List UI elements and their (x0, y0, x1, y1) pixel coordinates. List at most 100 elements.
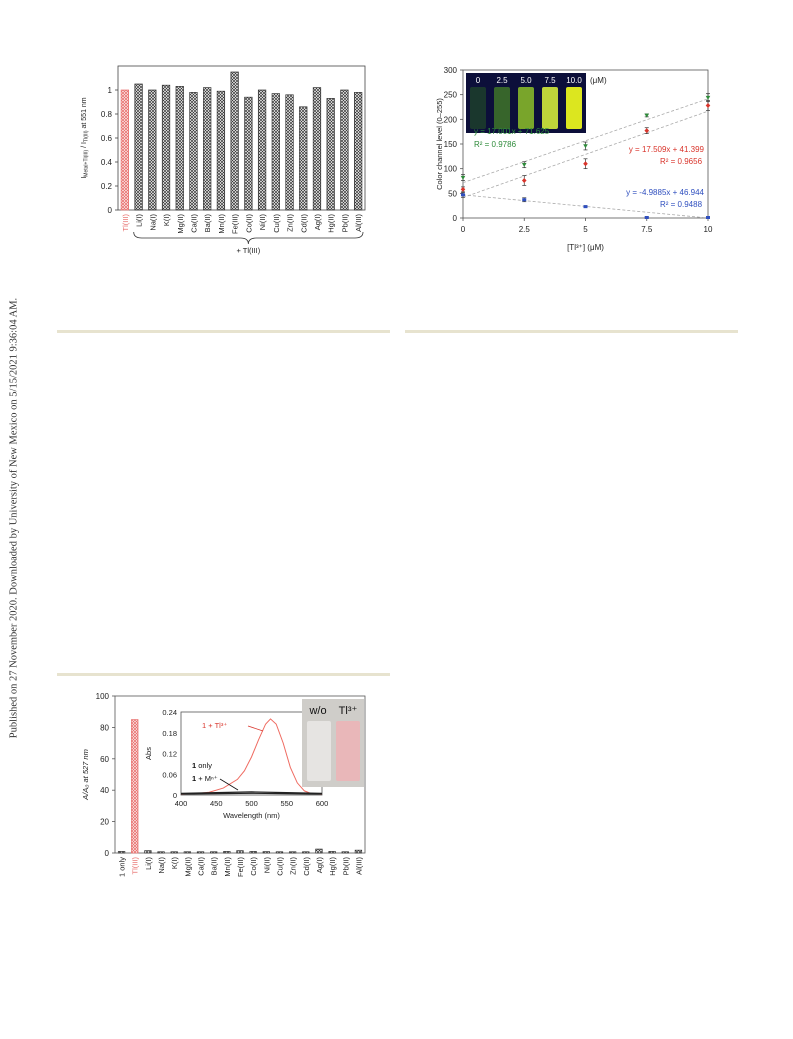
chart-b-ytick-label: 150 (444, 140, 458, 149)
chart-c-inset-arrow-mn (219, 778, 239, 791)
chart-a-xtick-label: Pb(II) (340, 214, 349, 233)
chart-a-xtick-label: Al(III) (354, 214, 363, 232)
chart-c-xtick-label: 1 only (118, 857, 127, 877)
chart-a-xtick-label: Cd(II) (299, 213, 308, 232)
chart-b-point (521, 163, 527, 168)
chart-c-bar (117, 851, 126, 854)
chart-c-bar (354, 849, 363, 854)
chart-c-bar (275, 851, 284, 854)
chart-c-bar (170, 851, 178, 854)
chart-c-xtick-label: Tl(III) (131, 857, 140, 875)
chart-b-ytick-label: 50 (448, 189, 457, 198)
chart-c-ytick-label: 100 (96, 692, 110, 701)
chart-b-fit-equation: y = 17.001x + 71.625 (474, 127, 550, 136)
chart-b-point (460, 186, 466, 192)
chart-c-bar (341, 851, 349, 854)
chart-b-inset-vial (542, 87, 558, 129)
chart-b-inset-vial (518, 87, 534, 129)
chart-c-bar (236, 850, 244, 854)
chart-c-bar (262, 851, 270, 854)
chart-a-bar (161, 84, 171, 211)
chart-b-xtick-label: 0 (461, 225, 466, 234)
chart-c-inset-ytick-label: 0 (173, 791, 177, 800)
chart-b-fit-equation: y = 17.509x + 41.399 (629, 145, 705, 154)
chart-c-inset-arrow-tl (247, 725, 264, 732)
chart-c-bar (288, 851, 297, 854)
chart-a-bar (354, 92, 363, 211)
chart-c-bar (315, 848, 323, 854)
chart-b-inset-vial (470, 87, 486, 129)
chart-b-fit-line (462, 98, 709, 184)
chart-c-bar (210, 851, 218, 854)
chart-c-xtick-label: Hg(II) (328, 856, 337, 875)
chart-c-vial-clear (307, 721, 331, 781)
chart-b-fit-r2: R² = 0.9656 (660, 157, 703, 166)
chart-c-inset-xtick-label: 550 (280, 799, 293, 808)
chart-a-xtick-label: Na(I) (148, 214, 157, 231)
chart-a-xtick-label: Mn(II) (217, 214, 226, 234)
section-divider-bottom-left (57, 673, 390, 676)
chart-c-inset-xtick-label: 600 (316, 799, 329, 808)
chart-a-xtick-label: Fe(III) (231, 213, 240, 234)
chart-a-bar (257, 89, 267, 211)
chart-c-inset-label-only-rest: only (196, 761, 212, 770)
chart-a-ytick-label: 0.6 (101, 134, 113, 143)
chart-b-inset-vial-label: 10.0 (566, 76, 582, 85)
chart-a-bar (285, 94, 294, 211)
chart-c-inset-label-tl: 1 + Tl³⁺ (202, 721, 227, 730)
chart-b-ylabel: Color channel level (0–255) (435, 98, 444, 190)
chart-a-bar (120, 89, 129, 211)
chart-a-bar (175, 86, 184, 211)
chart-c-inset-label-only: 1 only (192, 761, 212, 770)
chart-c-inset-label-only-bold: 1 (192, 761, 196, 770)
chart-c-bar (302, 851, 310, 854)
chart-a-bar (148, 89, 157, 211)
chart-b-point (583, 205, 588, 209)
chart-a-xtick-label: Mg(II) (176, 214, 185, 234)
chart-c-bar (249, 851, 257, 854)
chart-c-xtick-label: Fe(III) (236, 856, 245, 877)
chart-a-ylabel-sub: Tl(III) (84, 130, 90, 142)
chart-a-bar (134, 83, 143, 211)
chart-c-ytick-label: 60 (100, 755, 109, 764)
chart-c-vial-pink (336, 721, 360, 781)
chart-b-point (461, 193, 465, 197)
chart-c-xtick-label: Ca(II) (197, 856, 206, 875)
chart-b-fit-r2: R² = 0.9786 (474, 140, 517, 149)
chart-c-xtick-label: Li(I) (144, 857, 153, 870)
chart-a-ylabel-part: / I (81, 142, 88, 150)
chart-c-photo-label-wo: w/o (308, 705, 326, 717)
chart-b-ytick-label: 0 (453, 214, 458, 223)
chart-b-inset-unit: (μM) (590, 76, 607, 85)
chart-a-group-brace (133, 231, 364, 245)
chart-b-point (644, 113, 650, 118)
chart-b-point (705, 103, 711, 109)
chart-b-point (460, 175, 466, 180)
chart-c-inset-ylabel: Abs (144, 747, 153, 760)
chart-b-point (583, 161, 588, 167)
chart-c-inset-ytick-label: 0.12 (162, 750, 177, 759)
chart-a-xtick-label: Ni(II) (258, 214, 267, 231)
chart-b-point (583, 144, 588, 149)
chart-a-xtick-label: K(I) (162, 214, 171, 227)
chart-b-xtick-label: 2.5 (519, 225, 531, 234)
chart-a-xtick-label: Hg(II) (327, 213, 336, 232)
chart-b-point (705, 95, 711, 100)
chart-b-inset-vial (566, 87, 582, 129)
chart-c-xtick-label: Zn(II) (289, 857, 298, 875)
chart-b-xtick-label: 7.5 (641, 225, 653, 234)
chart-c-inset-ytick-label: 0.24 (162, 708, 177, 717)
chart-b-point (706, 216, 710, 220)
chart-a-ylabel-part: I (81, 177, 88, 179)
chart-c-bar (157, 851, 165, 854)
chart-c-xtick-label: Cu(II) (275, 856, 284, 875)
chart-c-ytick-label: 0 (105, 849, 110, 858)
chart-c-ytick-label: 80 (100, 723, 109, 732)
chart-c-xtick-label: Ba(II) (210, 857, 219, 876)
chart-c-inset-series-line (180, 792, 323, 795)
chart-c-xtick-label: Na(I) (157, 857, 166, 874)
chart-b-point (644, 216, 649, 220)
chart-b-xtick-label: 10 (704, 225, 713, 234)
